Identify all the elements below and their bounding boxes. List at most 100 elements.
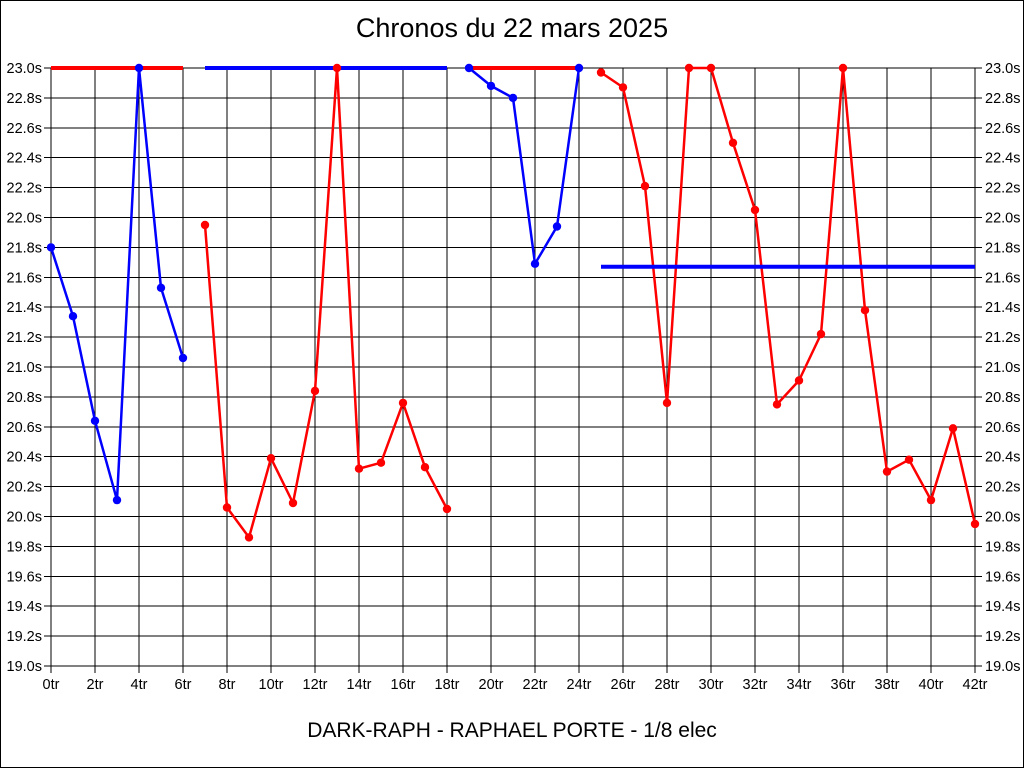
y-tick-label-left: 22.2s	[7, 181, 42, 197]
x-tick-label: 34tr	[787, 677, 812, 693]
y-tick-label-right: 19.0s	[985, 659, 1020, 675]
data-point-marker	[310, 386, 320, 396]
data-point-marker	[662, 398, 672, 408]
data-point-marker	[288, 498, 298, 508]
data-point-marker	[794, 376, 804, 385]
y-tick-label-left: 21.4s	[7, 300, 42, 316]
data-point-marker	[332, 63, 342, 73]
data-point-marker	[398, 398, 408, 408]
y-tick-label-right: 20.8s	[985, 390, 1020, 406]
x-tick-label: 0tr	[43, 677, 60, 693]
x-tick-label: 16tr	[391, 677, 416, 693]
data-point-marker	[926, 495, 936, 505]
y-tick-label-right: 19.8s	[985, 539, 1020, 555]
x-tick-label: 36tr	[831, 677, 856, 693]
x-tick-label: 32tr	[743, 677, 768, 693]
data-point-marker	[750, 205, 760, 215]
y-tick-label-right: 21.8s	[985, 240, 1020, 256]
y-tick-label-left: 22.4s	[7, 151, 42, 167]
data-point-marker	[860, 306, 870, 315]
y-tick-label-left: 20.0s	[7, 510, 42, 526]
data-point-marker	[244, 533, 254, 542]
y-tick-label-right: 20.4s	[985, 450, 1020, 466]
y-tick-label-left: 21.6s	[7, 270, 42, 286]
data-point-marker	[772, 400, 782, 409]
x-tick-label: 28tr	[655, 677, 680, 693]
y-tick-label-right: 22.2s	[985, 181, 1020, 197]
data-point-marker	[970, 519, 980, 529]
axis-tick-labels: 23.0s 23.0s 22.8s 22.8s 22.6s 22.6s 22.4s 22.4s…	[7, 61, 1021, 693]
y-tick-label-right: 22.6s	[985, 121, 1020, 137]
y-tick-label-right: 19.6s	[985, 569, 1020, 585]
x-tick-label: 40tr	[919, 677, 944, 693]
red-laps-25-42	[596, 63, 980, 529]
y-tick-label-right: 22.8s	[985, 91, 1020, 107]
y-tick-label-left: 20.6s	[7, 420, 42, 436]
data-point-marker	[552, 222, 562, 231]
data-point-marker	[266, 454, 276, 463]
x-tick-label: 14tr	[347, 677, 372, 693]
y-tick-label-right: 22.0s	[985, 211, 1020, 227]
red-laps-7-18	[200, 63, 452, 542]
x-tick-label: 4tr	[131, 677, 148, 693]
data-point-marker	[46, 243, 56, 252]
data-point-marker	[640, 181, 650, 191]
data-point-marker	[178, 353, 188, 363]
data-point-marker	[530, 259, 540, 268]
data-point-marker	[596, 68, 606, 77]
y-tick-label-left: 23.0s	[7, 61, 42, 77]
x-tick-label: 24tr	[567, 677, 592, 693]
data-point-marker	[200, 220, 210, 230]
y-tick-label-left: 22.0s	[7, 211, 42, 227]
data-point-marker	[706, 63, 716, 73]
y-tick-label-right: 22.4s	[985, 151, 1020, 167]
data-point-marker	[112, 495, 122, 505]
data-point-marker	[134, 63, 144, 73]
x-tick-label: 26tr	[611, 677, 636, 693]
y-tick-label-left: 20.4s	[7, 450, 42, 466]
data-point-marker	[728, 138, 738, 147]
blue-laps-0-6	[46, 63, 188, 505]
x-tick-label: 18tr	[435, 677, 460, 693]
data-point-marker	[68, 312, 78, 321]
data-point-marker	[486, 81, 496, 91]
data-point-marker	[222, 503, 232, 512]
y-tick-label-right: 21.6s	[985, 270, 1020, 286]
y-tick-label-left: 22.6s	[7, 121, 42, 137]
y-tick-label-right: 21.0s	[985, 360, 1020, 376]
y-tick-label-right: 19.2s	[985, 629, 1020, 645]
data-point-marker	[354, 464, 364, 473]
chart-title: Chronos du 22 mars 2025	[355, 13, 669, 43]
blue-laps-19-24	[464, 63, 584, 268]
x-tick-label: 38tr	[875, 677, 900, 693]
y-tick-label-left: 20.2s	[7, 480, 42, 496]
x-tick-label: 2tr	[87, 677, 104, 693]
y-tick-label-left: 20.8s	[7, 390, 42, 406]
data-point-marker	[904, 455, 914, 464]
data-point-marker	[838, 63, 848, 73]
y-tick-label-right: 20.6s	[985, 420, 1020, 436]
data-point-marker	[90, 416, 100, 425]
x-tick-label: 30tr	[699, 677, 724, 693]
x-tick-label: 42tr	[963, 677, 988, 693]
y-tick-label-left: 22.8s	[7, 91, 42, 107]
y-tick-label-left: 19.8s	[7, 539, 42, 555]
data-point-marker	[618, 83, 628, 92]
x-tick-label: 10tr	[259, 677, 284, 693]
y-tick-label-right: 20.2s	[985, 480, 1020, 496]
data-point-marker	[882, 467, 892, 476]
gridlines	[44, 67, 982, 673]
data-point-marker	[464, 63, 474, 73]
data-point-marker	[684, 63, 694, 73]
y-tick-label-right: 20.0s	[985, 510, 1020, 526]
data-point-marker	[508, 93, 518, 103]
y-tick-label-left: 21.0s	[7, 360, 42, 376]
x-tick-label: 12tr	[303, 677, 328, 693]
y-tick-label-left: 21.8s	[7, 240, 42, 256]
data-point-marker	[156, 283, 166, 292]
y-tick-label-right: 21.4s	[985, 300, 1020, 316]
data-point-marker	[420, 463, 430, 472]
data-point-marker	[376, 458, 386, 467]
